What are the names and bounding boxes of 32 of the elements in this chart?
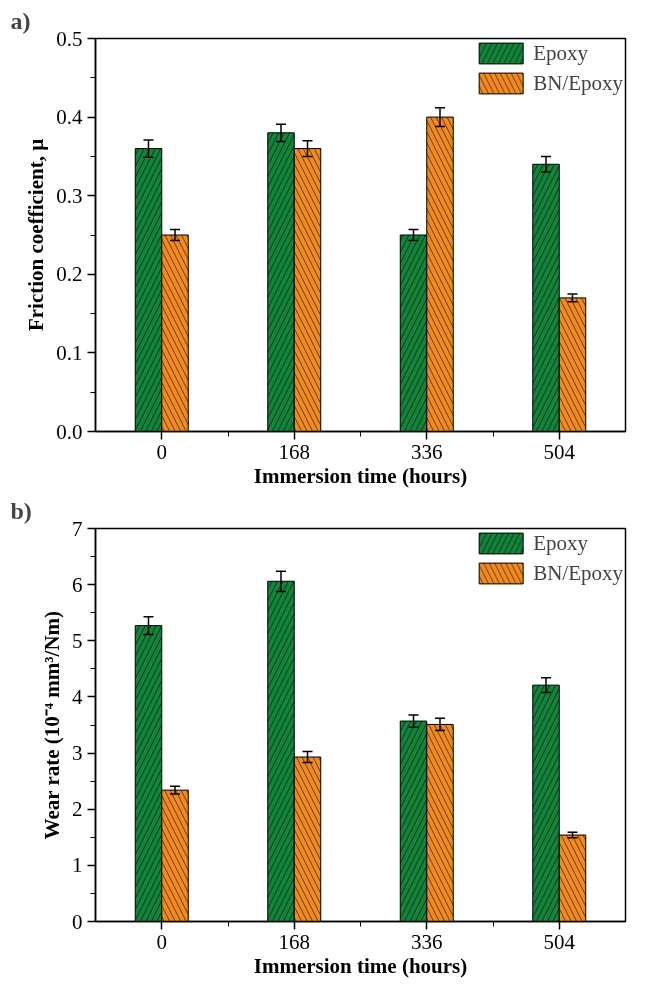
x-tick-label: 336 [411, 439, 443, 464]
x-tick-label: 504 [543, 439, 576, 464]
y-tick-label: 6 [72, 572, 83, 597]
legend-label: BN/Epoxy [533, 70, 623, 96]
legend-label: Epoxy [533, 40, 588, 66]
y-tick-label: 1 [72, 853, 83, 878]
x-tick-label: 0 [156, 929, 167, 954]
x-axis-title: Immersion time (hours) [253, 953, 468, 978]
legend-label: Epoxy [533, 530, 588, 556]
y-tick-label: 3 [72, 741, 83, 766]
y-tick-label: 0.4 [56, 105, 83, 130]
x-tick-label: 168 [278, 929, 310, 954]
y-tick-label: 0.2 [56, 262, 83, 287]
y-tick-label: 0 [72, 909, 83, 934]
x-tick-label: 168 [278, 439, 310, 464]
x-tick-label: 0 [156, 439, 167, 464]
y-tick-label: 0.3 [56, 183, 83, 208]
y-tick-label: 0.1 [56, 340, 83, 365]
y-tick-label: 0.0 [56, 419, 83, 444]
y-axis-title: Wear rate (10⁻⁴ mm³/Nm) [40, 610, 64, 840]
y-tick-label: 0.5 [56, 26, 83, 51]
y-tick-label: 5 [72, 628, 83, 653]
y-axis-title: Friction coefficient, μ [24, 138, 49, 332]
x-tick-label: 336 [411, 929, 443, 954]
text: b) [10, 497, 32, 524]
x-axis-title: Immersion time (hours) [253, 463, 468, 488]
x-tick-label: 504 [543, 929, 576, 954]
y-tick-label: 4 [72, 684, 83, 709]
y-tick-label: 2 [72, 797, 83, 822]
legend-label: BN/Epoxy [533, 560, 623, 586]
y-tick-label: 7 [72, 516, 83, 541]
text: a) [10, 7, 31, 34]
